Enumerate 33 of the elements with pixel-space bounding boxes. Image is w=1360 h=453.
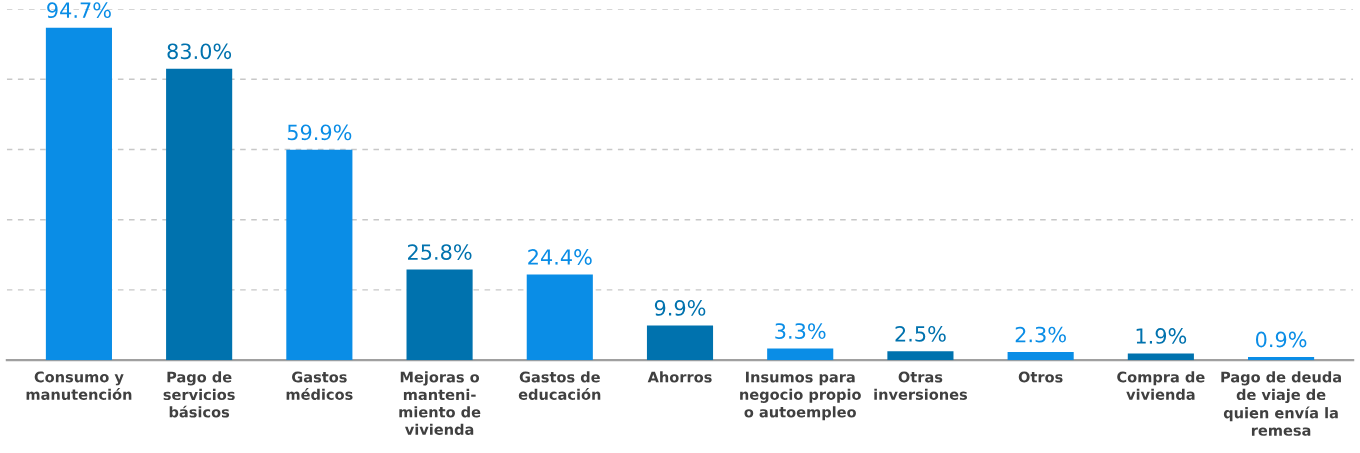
x-tick-label: Pago de servicios básicos [163, 371, 235, 418]
bar [166, 68, 233, 361]
x-tick-label: Insumos para negocio propio o autoempleo [740, 371, 861, 421]
data-label: 9.9% [654, 300, 706, 316]
data-label: 25.8% [408, 244, 472, 260]
x-tick-label: Pago de deuda de viaje de quien envía la remesa [1221, 371, 1341, 436]
data-label: 59.9% [287, 124, 352, 141]
data-label: 1.9% [1136, 328, 1187, 344]
data-label: 24.4% [528, 249, 592, 265]
bar [767, 348, 834, 361]
x-tick-label: Otros [1018, 371, 1063, 383]
data-label: 83.0% [167, 43, 232, 60]
data-label: 2.5% [895, 326, 946, 342]
x-tick-label: Consumo y manutención [26, 371, 132, 400]
data-label: 0.9% [1255, 331, 1307, 348]
x-tick-label: Mejoras o manteni- miento de vivienda [399, 371, 481, 435]
bar [45, 27, 112, 361]
x-tick-label: Gastos de educación [518, 371, 601, 400]
bar [1127, 353, 1194, 361]
bar [406, 269, 473, 361]
x-tick-label: Compra de vivienda [1117, 371, 1205, 400]
x-tick-label: Otras inversiones [874, 371, 968, 400]
bar [526, 274, 593, 361]
bar [286, 149, 353, 361]
bar [887, 351, 954, 361]
x-tick-label: Gastos médicos [286, 371, 353, 400]
data-label: 3.3% [775, 323, 826, 339]
data-label: 2.3% [1015, 326, 1066, 343]
bar [1248, 356, 1315, 361]
data-label: 94.7% [47, 2, 111, 19]
x-tick-label: Ahorros [647, 371, 712, 383]
bar [1007, 352, 1074, 361]
bar [646, 325, 714, 361]
